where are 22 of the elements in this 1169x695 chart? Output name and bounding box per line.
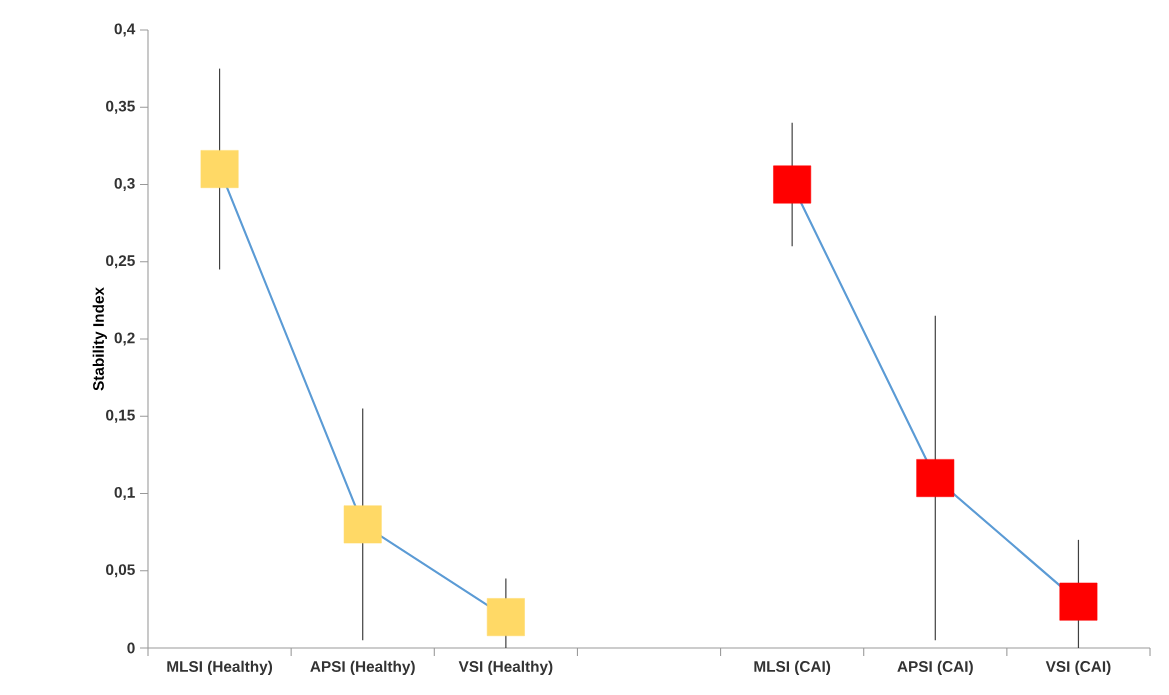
- y-tick-label: 0,25: [106, 255, 135, 269]
- point: [916, 459, 955, 497]
- y-tick-label: 0,1: [114, 486, 135, 501]
- x-tick-label: VSI (Healthy): [458, 660, 553, 675]
- y-tick-label: 0,35: [106, 100, 135, 114]
- point: [773, 165, 812, 204]
- x-tick-label: MLSI (CAI): [754, 660, 831, 675]
- x-tick-label: APSI (CAI): [897, 660, 973, 675]
- y-axis-title: Stability Index: [92, 287, 107, 391]
- y-tick-label: 0,15: [106, 409, 135, 423]
- x-tick-label: MLSI (Healthy): [167, 660, 273, 675]
- point: [1059, 582, 1098, 621]
- point: [343, 505, 382, 544]
- y-tick-label: 0,4: [114, 23, 136, 37]
- x-tick-label: APSI (Healthy): [310, 660, 415, 675]
- y-tick-label: 0,2: [114, 332, 135, 346]
- y-tick-label: 0: [127, 642, 135, 654]
- point: [486, 598, 525, 637]
- x-tick-label: VSI (CAI): [1045, 660, 1111, 675]
- y-tick-label: 0,05: [106, 564, 135, 578]
- y-tick-label: 0,3: [114, 177, 135, 192]
- point: [200, 150, 239, 188]
